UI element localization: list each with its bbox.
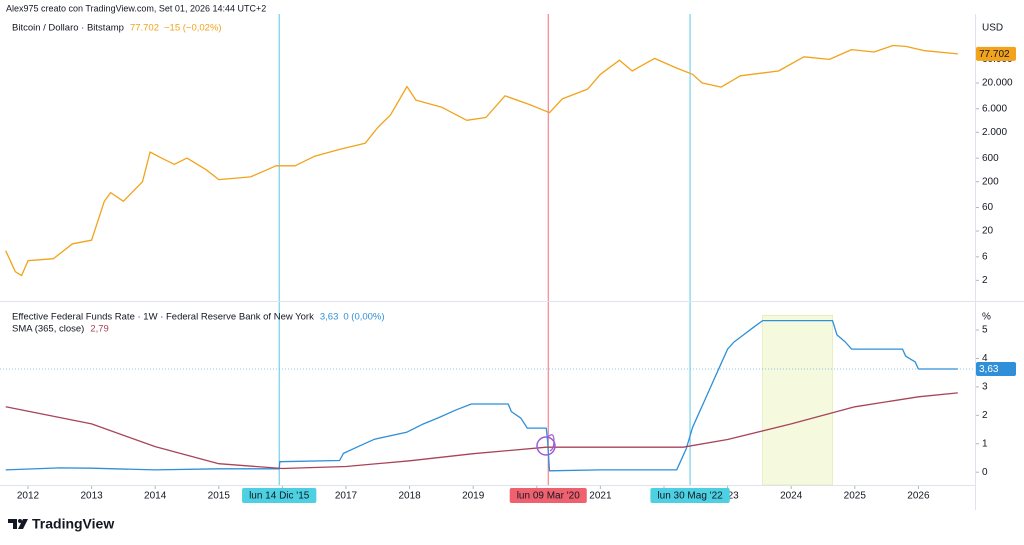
series-line — [5, 44, 958, 277]
legend-name: Effective Federal Funds Rate · 1W · Fede… — [12, 312, 314, 323]
x-tick-label: 2026 — [907, 491, 930, 502]
y-tick-label: 0 — [982, 467, 988, 478]
y-tick-label: 3 — [982, 382, 988, 393]
marker-date-label: lun 30 Mag '22 — [657, 491, 723, 502]
logo-mark — [18, 519, 22, 523]
label-layer: 77.702 Bitcoin / Dollaro · Bitstamp 77.702… — [12, 23, 1016, 503]
y-tick-label: 600 — [982, 153, 999, 164]
series-line — [5, 392, 958, 470]
marker-date-label: lun 14 Dic '15 — [249, 491, 310, 502]
brand-name: TradingView — [32, 516, 114, 532]
y-tick-label: 20.000 — [982, 78, 1013, 89]
y-tick-label: 4 — [982, 353, 988, 364]
x-tick-label: 2015 — [208, 491, 231, 502]
x-tick-label: 2017 — [335, 491, 358, 502]
price-tag — [976, 46, 1016, 61]
legend-value: 3,63 — [320, 312, 339, 323]
legend-change: −15 (−0,02%) — [164, 23, 222, 34]
x-tick-label: 2021 — [589, 491, 612, 502]
series-line — [5, 319, 958, 472]
x-tick-label: 2024 — [780, 491, 803, 502]
highlight-box — [762, 314, 833, 486]
marker-date-tag — [242, 488, 317, 503]
y-tick-label: 2.000 — [982, 127, 1007, 138]
logo-mark — [18, 519, 28, 529]
y-tick-label: 1 — [982, 438, 988, 449]
y-axis-unit: USD — [982, 23, 1003, 34]
x-tick-label: 2014 — [144, 491, 167, 502]
price-tag — [976, 361, 1016, 376]
logo-mark — [8, 519, 17, 529]
legend-name: SMA (365, close) — [12, 324, 84, 335]
marker-date-label: lun 09 Mar '20 — [517, 491, 580, 502]
y-tick-label: 20 — [982, 226, 994, 237]
y-tick-label: 5 — [982, 325, 988, 336]
circle-annotation — [536, 436, 556, 456]
x-tick-label: 2018 — [398, 491, 421, 502]
price-tag-label: 3,63 — [979, 364, 999, 375]
y-tick-label: 2 — [982, 410, 988, 421]
x-tick-label: 2012 — [17, 491, 40, 502]
header: Alex975 creato con TradingView.com, Set … — [6, 3, 266, 13]
marker-date-tag — [650, 488, 730, 503]
x-tick-label: 2013 — [80, 491, 103, 502]
y-axis-unit: % — [982, 312, 991, 323]
y-tick-label: 2 — [982, 275, 988, 286]
legend-name: Bitcoin / Dollaro · Bitstamp — [12, 23, 124, 34]
circle-annotation-tail — [547, 434, 555, 452]
x-tick-label: 2025 — [844, 491, 867, 502]
y-tick-label: 200 — [982, 176, 999, 187]
marker-date-tag — [509, 488, 587, 503]
y-tick-label: 60 — [982, 202, 994, 213]
y-tick-label: 6.000 — [982, 103, 1007, 114]
brand-logo — [8, 519, 28, 529]
y-tick-label: 6 — [982, 251, 988, 262]
legend-change: 0 (0,00%) — [343, 312, 384, 323]
x-tick-label: 2019 — [462, 491, 485, 502]
legend-value: 2,79 — [90, 324, 109, 335]
price-tag-label: 77.702 — [979, 49, 1010, 60]
plot-layer — [5, 44, 958, 472]
legend-value: 77.702 — [130, 23, 159, 34]
